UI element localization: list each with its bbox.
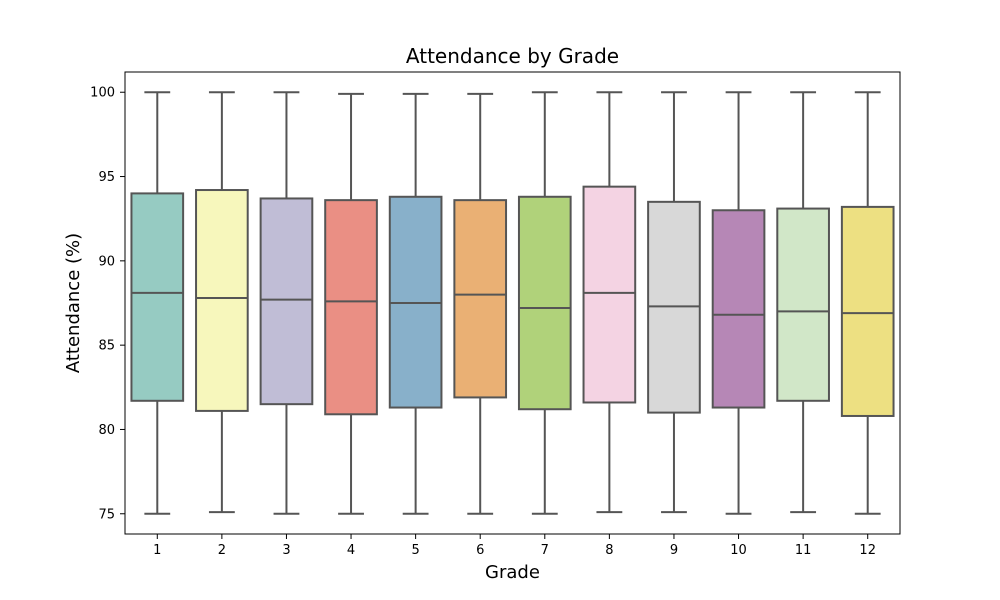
y-tick-label: 85 xyxy=(98,339,115,354)
y-axis-ticks: 75 80 85 90 95 100 xyxy=(90,86,125,522)
box-grade-11 xyxy=(776,91,830,514)
x-tick-label: 12 xyxy=(859,543,876,558)
iqr-box xyxy=(324,199,378,416)
iqr-box xyxy=(776,207,830,402)
x-tick-label: 2 xyxy=(218,543,226,558)
iqr-box xyxy=(453,199,508,399)
x-tick-label: 9 xyxy=(670,543,678,558)
iqr-box xyxy=(259,197,314,406)
box-grade-7 xyxy=(517,91,572,515)
y-tick-label: 95 xyxy=(98,170,115,185)
x-tick-label: 6 xyxy=(476,543,484,558)
x-tick-label: 8 xyxy=(605,543,613,558)
box-grade-4 xyxy=(324,92,378,515)
x-tick-label: 1 xyxy=(153,543,161,558)
x-axis-ticks: 1 2 3 4 5 6 7 8 9 10 11 12 xyxy=(153,534,876,558)
box-grade-10 xyxy=(711,91,766,515)
box-grade-2 xyxy=(195,91,249,514)
box-grade-9 xyxy=(647,91,701,514)
box-grade-3 xyxy=(259,91,314,515)
chart-title: Attendance by Grade xyxy=(406,44,619,68)
x-tick-label: 11 xyxy=(795,543,812,558)
iqr-box xyxy=(130,192,185,402)
y-tick-label: 100 xyxy=(90,86,115,101)
x-tick-label: 5 xyxy=(411,543,419,558)
plot-frame xyxy=(124,71,901,535)
box-grade-5 xyxy=(388,92,443,515)
x-tick-label: 7 xyxy=(541,543,549,558)
y-axis-label: Attendance (%) xyxy=(63,233,84,373)
iqr-box xyxy=(711,209,766,409)
y-tick-label: 80 xyxy=(98,423,115,438)
x-axis-label: Grade xyxy=(485,562,540,583)
iqr-box xyxy=(195,189,249,412)
x-tick-label: 10 xyxy=(730,543,747,558)
iqr-box xyxy=(517,195,572,411)
box-grade-6 xyxy=(453,92,508,515)
box-grade-8 xyxy=(582,91,637,514)
x-tick-label: 3 xyxy=(282,543,290,558)
x-tick-label: 4 xyxy=(347,543,355,558)
iqr-box xyxy=(840,205,895,417)
y-tick-label: 75 xyxy=(98,507,115,522)
box-grade-12 xyxy=(840,91,895,515)
y-tick-label: 90 xyxy=(98,254,115,269)
plot-area xyxy=(130,91,895,515)
box-grade-1 xyxy=(130,91,185,515)
iqr-box xyxy=(582,185,637,404)
